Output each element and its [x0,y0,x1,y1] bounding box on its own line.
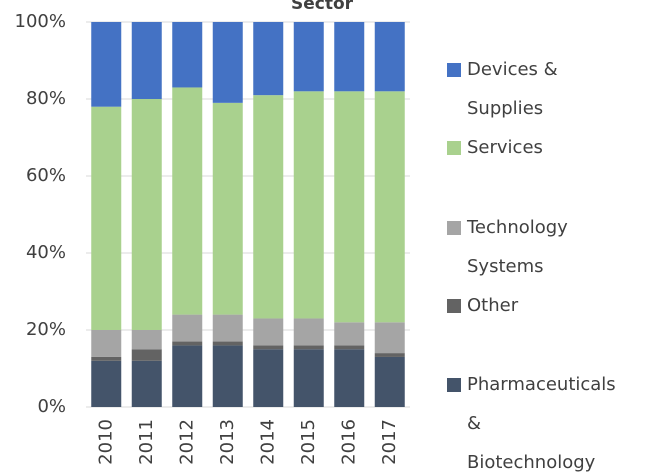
x-tick-label: 2012 [176,419,197,465]
y-tick-label: 80% [26,88,66,109]
bar-segment [91,356,122,361]
legend-label: Technology Systems [466,217,568,277]
legend-swatch [447,63,461,77]
bar-segment [131,99,162,330]
bar-segment [172,345,203,407]
y-tick-label: 100% [15,11,66,32]
legend-line: Services [467,137,543,158]
bar-segment [374,322,405,354]
legend-label: Pharmaceuticals & Biotechnology [467,374,616,473]
legend-line: Technology [466,217,568,238]
x-tick-label: 2015 [298,419,319,465]
chart-title: Sector [291,0,354,14]
bar-segment [253,349,284,407]
bar-segment [253,22,284,96]
legend-line: Pharmaceuticals [467,374,616,395]
bar-segment [293,22,324,92]
bar-segment [212,102,243,315]
bar-segment [131,360,162,407]
x-tick-label: 2013 [217,419,238,465]
legend-swatch [447,299,461,313]
legend-line: Biotechnology [467,452,596,473]
bar-segment [334,345,365,350]
bar-segment [293,349,324,407]
legend-line: Systems [467,256,544,277]
bar-segment [374,353,405,357]
bar-segment [212,314,243,342]
bar-segment [212,345,243,407]
bar-segment [172,87,203,315]
y-tick-label: 60% [26,165,66,186]
bar-segment [334,22,365,92]
bar-segment [293,91,324,319]
x-tick-label: 2014 [257,419,278,465]
legend-line: Supplies [467,98,543,119]
bar-segment [172,314,203,342]
x-tick-label: 2017 [379,419,400,465]
x-tick-label: 2016 [338,419,359,465]
y-tick-label: 20% [26,319,66,340]
x-tick-label: 2010 [95,419,116,465]
x-tick-label: 2011 [136,419,157,465]
bar-segment [131,22,162,99]
bar-segment [172,22,203,88]
bar-segment [131,330,162,350]
legend-line: Devices & [467,59,558,80]
bar-segment [91,330,122,357]
legend-swatch [447,221,461,235]
legend-line: Other [467,295,519,316]
bar-segment [131,349,162,361]
bar-segment [293,318,324,346]
bar-segment [293,345,324,350]
legend-label: Other [467,295,519,316]
bar-segment [334,91,365,323]
bar-segment [172,341,203,346]
bar-segment [253,318,284,346]
bar-segment [253,95,284,319]
bar-segment [91,106,122,330]
legend-swatch [447,378,461,392]
bar-segment [212,341,243,346]
y-tick-label: 40% [26,242,66,263]
bar-segment [374,22,405,92]
legend-line: & [467,413,481,434]
bar-segment [334,349,365,407]
legend-label: Devices & Supplies [467,59,558,119]
legend-swatch [447,141,461,155]
bar-segment [334,322,365,346]
bar-segment [253,345,284,350]
bar-segment [374,356,405,407]
bar-segment [212,22,243,103]
bar-segment [374,91,405,323]
bar-segment [91,360,122,407]
legend-label: Services [467,137,543,158]
bar-segment [91,22,122,107]
y-tick-label: 0% [37,396,66,417]
